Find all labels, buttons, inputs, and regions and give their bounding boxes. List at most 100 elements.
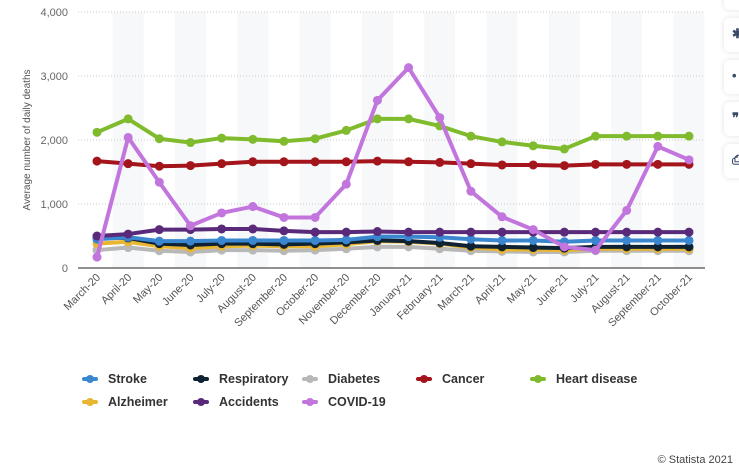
data-point <box>653 141 663 151</box>
data-point <box>528 225 538 235</box>
data-point <box>217 159 227 169</box>
data-point <box>217 133 227 143</box>
data-point <box>497 235 507 245</box>
copyright-credit: © Statista 2021 <box>657 454 733 466</box>
data-point <box>154 177 164 187</box>
data-point <box>466 186 476 196</box>
legend-item[interactable]: Cancer <box>416 372 484 386</box>
legend-label: Alzheimer <box>108 395 168 409</box>
data-point <box>341 235 351 245</box>
data-point <box>404 114 414 124</box>
data-point <box>123 159 133 169</box>
bell-button[interactable]: 🔔 <box>724 0 739 10</box>
data-point <box>653 131 663 141</box>
data-point <box>435 227 445 237</box>
data-point <box>622 159 632 169</box>
data-point <box>248 235 258 245</box>
data-point <box>497 212 507 222</box>
data-point <box>310 227 320 237</box>
legend-label: Diabetes <box>328 372 381 386</box>
gear-icon: ✱ <box>732 26 739 41</box>
legend-marker-icon <box>82 398 98 406</box>
legend-item[interactable]: Heart disease <box>530 372 637 386</box>
data-point <box>684 227 694 237</box>
data-point <box>372 227 382 237</box>
data-point <box>591 159 601 169</box>
data-point <box>466 159 476 169</box>
legend-item[interactable]: Alzheimer <box>82 395 168 409</box>
data-point <box>185 138 195 148</box>
data-point <box>310 212 320 222</box>
data-point <box>466 227 476 237</box>
data-point <box>622 242 632 252</box>
data-point <box>123 132 133 142</box>
legend-marker-icon <box>302 375 318 383</box>
legend-item[interactable]: COVID-19 <box>302 395 386 409</box>
x-tick-label: June-20 <box>160 272 197 309</box>
data-point <box>123 114 133 124</box>
data-point <box>372 156 382 166</box>
legend-marker-icon <box>416 375 432 383</box>
data-point <box>248 202 258 212</box>
legend-label: COVID-19 <box>328 395 386 409</box>
data-point <box>154 225 164 235</box>
data-point <box>310 134 320 144</box>
y-tick-label: 0 <box>62 263 68 275</box>
y-axis-title: Average number of daily deaths <box>22 69 33 210</box>
data-point <box>341 227 351 237</box>
legend-marker-icon <box>193 398 209 406</box>
share-button[interactable]: • <box>724 60 739 94</box>
legend-marker-icon <box>530 375 546 383</box>
data-point <box>622 131 632 141</box>
quote-icon: ❞ <box>732 110 739 125</box>
y-tick-label: 4,000 <box>40 7 68 19</box>
legend-item[interactable]: Accidents <box>193 395 279 409</box>
quote-button[interactable]: ❞ <box>724 102 739 136</box>
gear-button[interactable]: ✱ <box>724 18 739 52</box>
data-point <box>466 131 476 141</box>
series-line-accidents <box>96 226 689 238</box>
data-point <box>404 157 414 167</box>
data-point <box>217 224 227 234</box>
legend-label: Cancer <box>442 372 485 386</box>
data-point <box>622 227 632 237</box>
legend-label: Accidents <box>219 395 279 409</box>
data-point <box>559 161 569 171</box>
data-point <box>653 227 663 237</box>
x-tick-label: April-20 <box>99 272 134 307</box>
series-line-covid-19 <box>95 65 690 258</box>
legend-marker-icon <box>193 375 209 383</box>
data-point <box>653 235 663 245</box>
data-point <box>528 243 538 253</box>
data-point <box>559 242 569 252</box>
data-point <box>622 235 632 245</box>
legend-item[interactable]: Diabetes <box>302 372 380 386</box>
data-point <box>279 136 289 146</box>
data-point <box>591 235 601 245</box>
legend-item[interactable]: Respiratory <box>193 372 288 386</box>
data-point <box>497 160 507 170</box>
legend-item[interactable]: Stroke <box>82 372 147 386</box>
data-point <box>185 221 195 231</box>
data-point <box>279 157 289 167</box>
data-point <box>435 157 445 167</box>
series-line-respiratory <box>97 235 689 251</box>
data-point <box>372 95 382 105</box>
data-point <box>591 227 601 237</box>
data-point <box>154 236 164 246</box>
legend-label: Respiratory <box>219 372 289 386</box>
legend-label: Stroke <box>108 372 147 386</box>
legend-label: Heart disease <box>556 372 638 386</box>
data-point <box>684 131 694 141</box>
data-point <box>528 160 538 170</box>
data-point <box>684 242 694 252</box>
data-point <box>466 241 476 251</box>
data-point <box>185 161 195 171</box>
data-point <box>248 157 258 167</box>
data-point <box>154 161 164 171</box>
legend-marker-icon <box>302 398 318 406</box>
print-button[interactable]: ⎙ <box>724 144 739 178</box>
data-point <box>528 141 538 151</box>
data-point <box>185 236 195 246</box>
data-point <box>559 144 569 154</box>
